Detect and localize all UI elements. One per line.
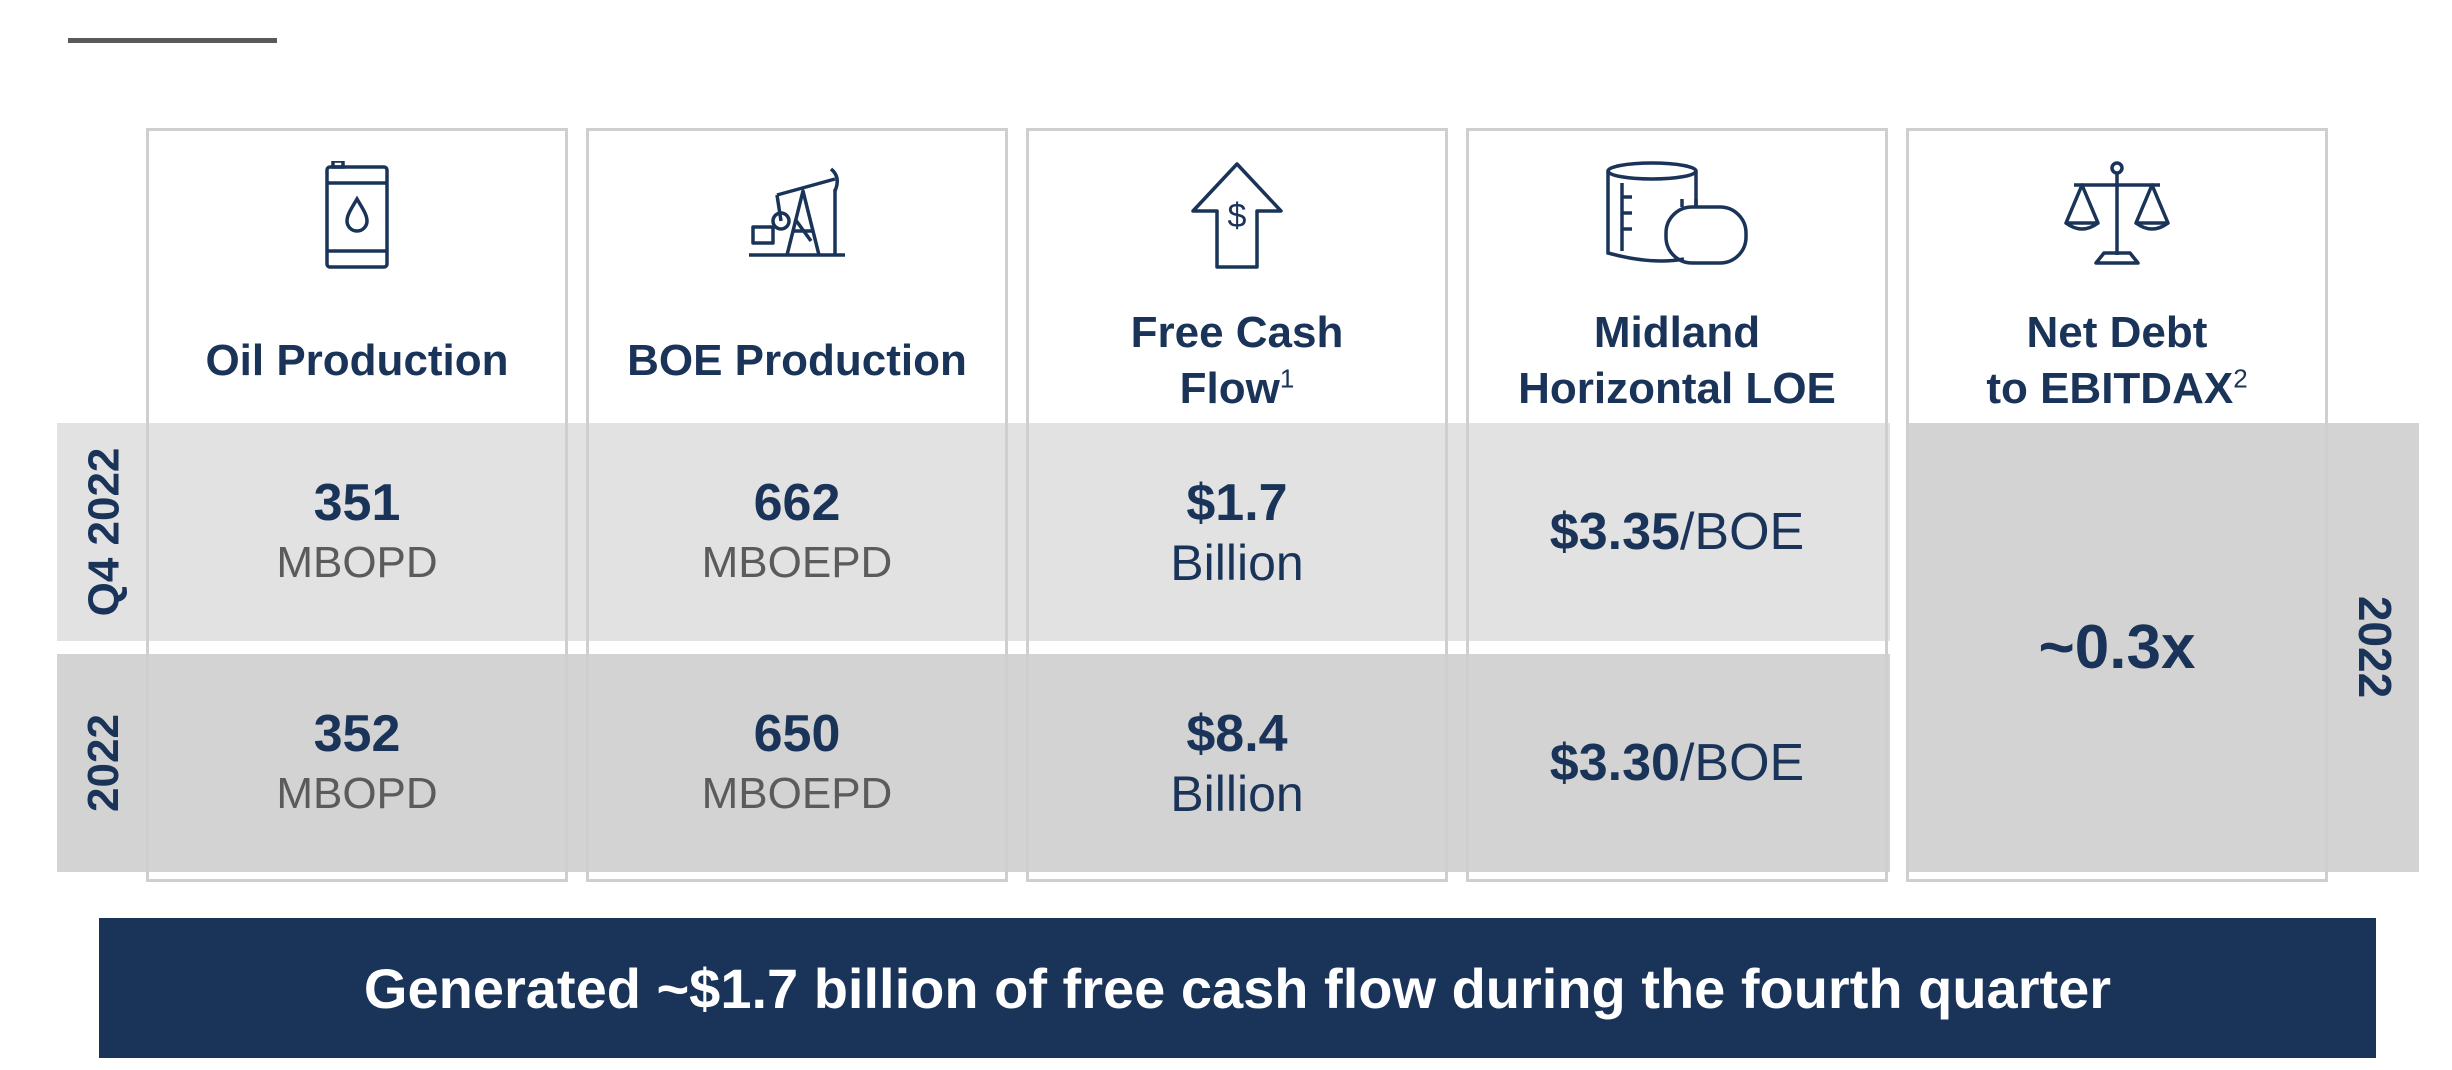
column-midland-horizontal-loe: Midland Horizontal LOE $3.35/BOE $3.30/B… <box>1466 128 1888 882</box>
header-rule <box>68 38 277 43</box>
metric-unit: MBOPD <box>276 769 438 818</box>
net-debt-value: ~0.3x <box>2038 613 2196 682</box>
column-title: Free Cash Flow1 <box>1130 308 1344 413</box>
footnote-marker: 2 <box>2233 363 2248 394</box>
column-oil-production: Oil Production 351 MBOPD 352 MBOPD <box>146 128 568 882</box>
metric-value: 650 <box>753 705 841 763</box>
balance-scale-icon <box>2064 161 2170 265</box>
metric-value: 662 <box>753 474 841 532</box>
dollar-up-arrow-icon: $ <box>1191 162 1283 269</box>
metric-unit: Billion <box>1170 535 1304 591</box>
2022-row-band <box>57 654 1890 872</box>
metric-value: $3.35/BOE <box>1549 503 1805 561</box>
column-net-debt-to-ebitdax: Net Debt to EBITDAX2 ~0.3x <box>1906 128 2328 882</box>
column-title: Oil Production <box>205 336 509 385</box>
svg-text:$: $ <box>1228 197 1247 235</box>
metric-unit: MBOPD <box>276 538 438 587</box>
column-free-cash-flow: $ Free Cash Flow1 $1.7 Billion $8.4 Bill… <box>1026 128 1448 882</box>
free-cash-flow-2022-cell: $8.4 Billion <box>1029 654 1445 872</box>
pump-jack-icon <box>749 167 845 257</box>
column-title: Midland Horizontal LOE <box>1518 308 1836 413</box>
metric-unit: MBOEPD <box>701 538 893 587</box>
oil-production-2022-cell: 352 MBOPD <box>149 654 565 872</box>
boe-production-2022-cell: 650 MBOEPD <box>589 654 1005 872</box>
metric-value: $8.4 <box>1186 705 1288 763</box>
column-title: BOE Production <box>627 336 967 385</box>
footnote-marker: 1 <box>1279 363 1295 394</box>
metric-unit: MBOEPD <box>701 769 893 818</box>
metric-value: 352 <box>313 705 401 763</box>
q4-2022-row-band <box>57 423 1890 641</box>
metric-unit: Billion <box>1170 766 1304 822</box>
free-cash-flow-q4-cell: $1.7 Billion <box>1029 423 1445 641</box>
metric-value: $1.7 <box>1186 474 1288 532</box>
net-debt-band <box>1907 423 2419 872</box>
column-title: Net Debt to EBITDAX2 <box>1986 308 2248 413</box>
oil-production-q4-cell: 351 MBOPD <box>149 423 565 641</box>
metric-value: 351 <box>313 474 401 532</box>
storage-tanks-icon <box>1606 161 1748 265</box>
oil-barrel-icon <box>325 161 389 269</box>
metric-value: $3.30/BOE <box>1549 734 1805 792</box>
summary-banner: Generated ~$1.7 billion of free cash flo… <box>99 918 2376 1058</box>
column-boe-production: BOE Production 662 MBOEPD 650 MBOEPD <box>586 128 1008 882</box>
midland-loe-2022-cell: $3.30/BOE <box>1469 654 1885 872</box>
midland-loe-q4-cell: $3.35/BOE <box>1469 423 1885 641</box>
boe-production-q4-cell: 662 MBOEPD <box>589 423 1005 641</box>
